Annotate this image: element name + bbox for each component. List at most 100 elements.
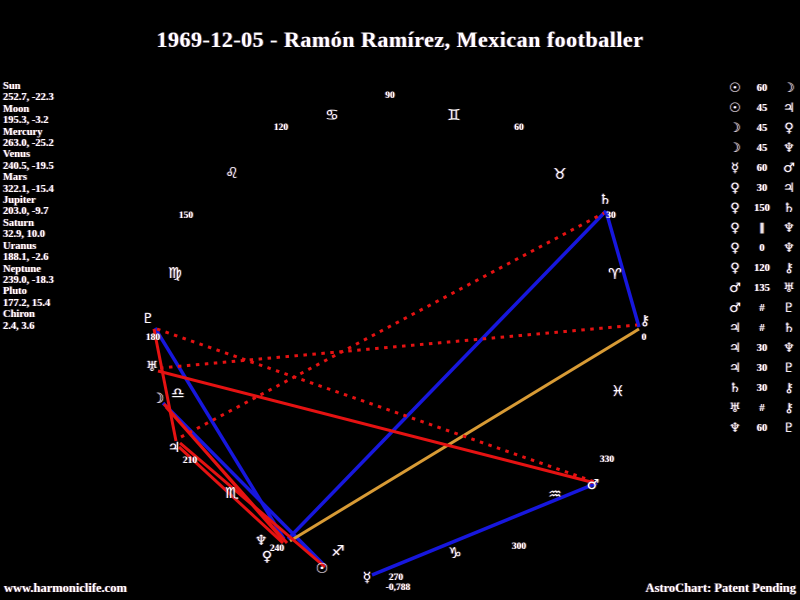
venus-glyph-icon: ♀	[730, 180, 740, 196]
chart-extra-value: -0,788	[385, 583, 411, 593]
chiron-glyph-icon: ⚷	[784, 260, 794, 276]
neptune-glyph-icon: ♆	[783, 220, 795, 236]
axis-degree-label: 0	[641, 333, 647, 343]
aspect-type: #	[759, 322, 765, 334]
axis-degree-label: 150	[178, 211, 194, 221]
jupiter-glyph-icon: ♃	[783, 100, 795, 116]
chart-title: 1969-12-05 - Ramón Ramírez, Mexican foot…	[156, 27, 644, 52]
axis-degree-label: 240	[269, 544, 285, 554]
planet-position: 195.3, -3.2	[3, 115, 49, 127]
mercury-planet-icon: ☿	[362, 570, 372, 586]
aspect-row: ♀ 150 ♄	[726, 198, 798, 218]
aspect-row: ♀ ∥ ♆	[726, 218, 798, 238]
aspect-row: ♀ 0 ♆	[726, 238, 798, 258]
aspect-line-jupiter-saturn-cp	[180, 211, 605, 439]
aspect-line-pluto-mars-cp	[156, 327, 596, 484]
aspect-type: 60	[756, 422, 768, 434]
mars-glyph-icon: ♂	[729, 300, 741, 316]
aspect-row: ♃ 30 ♆	[726, 338, 798, 358]
aspect-row: ♂ # ♇	[726, 298, 798, 318]
aspect-row: ♃ # ♄	[726, 318, 798, 338]
axis-degree-label: 30	[606, 211, 616, 221]
aspect-type: 60	[756, 82, 768, 94]
aspect-row: ☽ 45 ♆	[726, 138, 798, 158]
aspect-type: 135	[754, 282, 770, 294]
moon-glyph-icon: ☽	[729, 140, 741, 156]
mars-glyph-icon: ♂	[729, 280, 741, 296]
aspect-row: ☿ 60 ♂	[726, 158, 798, 178]
aspect-line-moon-sun-60	[161, 401, 327, 568]
aspect-list: ☉ 60 ☽ ☉ 45 ♃ ☽ 45 ♀ ☽ 45 ♆ ☿ 60 ♂ ♀ 30 ♃ ♀ 150 ♄ ♀ ∥ ♆ ♀ 0 ♆ ♀ 120 ⚷…	[726, 78, 798, 438]
venus-glyph-icon: ♀	[730, 240, 740, 256]
planet-position: 188.1, -2.6	[3, 252, 49, 264]
axis-degree-label: 60	[514, 123, 524, 133]
aspect-line-mercury-mars-60	[371, 481, 598, 577]
planet-name: Mars	[3, 172, 27, 184]
aspect-type: 30	[756, 342, 768, 354]
aspect-row: ♀ 30 ♃	[726, 178, 798, 198]
mars-planet-icon: ♂	[586, 477, 600, 493]
aspect-row: ♅ # ⚷	[726, 398, 798, 418]
patent-notice: AstroChart: Patent Pending	[645, 581, 796, 595]
leo-sign-icon: ♌	[225, 164, 239, 182]
neptune-glyph-icon: ♆	[783, 340, 795, 356]
aspect-type: 30	[756, 182, 768, 194]
cancer-sign-icon: ♋	[325, 106, 339, 124]
axis-degree-label: 180	[145, 333, 161, 343]
venus-glyph-icon: ♀	[730, 260, 740, 276]
jupiter-glyph-icon: ♃	[729, 320, 741, 336]
aspect-line-sun-jupiter-45	[179, 441, 326, 569]
uranus-glyph-icon: ♅	[783, 280, 795, 296]
planet-name: Neptune	[3, 263, 41, 275]
planet-name: Chiron	[3, 309, 35, 321]
planet-position: 252.7, -22.3	[3, 92, 54, 104]
jupiter-glyph-icon: ♃	[729, 340, 741, 356]
jupiter-planet-icon: ♃	[167, 440, 181, 456]
saturn-glyph-icon: ♄	[783, 200, 795, 216]
aspect-type: 150	[754, 202, 770, 214]
neptune-glyph-icon: ♆	[729, 420, 741, 436]
sun-glyph-icon: ☉	[729, 100, 741, 116]
planet-name: Venus	[3, 149, 31, 161]
aspect-line-saturn-chiron-30	[604, 210, 641, 328]
aspect-type: ∥	[759, 223, 765, 234]
planet-name: Moon	[3, 103, 30, 115]
planet-position: 203.0, -9.7	[3, 206, 49, 218]
mars-glyph-icon: ♂	[783, 160, 795, 176]
aspect-line-saturn-venus-150	[286, 209, 608, 541]
aspect-type: 0	[759, 242, 765, 254]
uranus-planet-icon: ♅	[145, 359, 159, 375]
planet-position: 240.5, -19.5	[3, 160, 54, 172]
aspect-row: ♂ 135 ♅	[726, 278, 798, 298]
saturn-glyph-icon: ♄	[783, 320, 795, 336]
planet-position: 263.0, -25.2	[3, 138, 54, 150]
saturn-glyph-icon: ♄	[729, 380, 741, 396]
sun-glyph-icon: ☉	[729, 80, 741, 96]
taurus-sign-icon: ♉	[553, 165, 567, 183]
aspect-row: ☉ 45 ♃	[726, 98, 798, 118]
axis-degree-label: 120	[273, 123, 289, 133]
chiron-planet-icon: ⚷	[639, 313, 651, 329]
planet-position: 2.4, 3.6	[3, 320, 35, 332]
axis-degree-label: 330	[599, 455, 615, 465]
uranus-glyph-icon: ♅	[729, 400, 741, 416]
aspect-type: 120	[754, 262, 770, 274]
sun-planet-icon: ☉	[315, 561, 329, 577]
planet-position: 177.2, 15.4	[3, 297, 51, 309]
sagittarius-sign-icon: ♐	[331, 542, 345, 560]
aspect-line-uranus-chiron-cp	[159, 323, 638, 370]
aspect-line-moon-neptune-45	[164, 406, 289, 544]
mercury-glyph-icon: ☿	[731, 160, 739, 176]
aspect-row: ☉ 60 ☽	[726, 78, 798, 98]
aspect-row: ♆ 60 ♇	[726, 418, 798, 438]
aspect-line-jupiter-pluto-30	[152, 328, 178, 442]
pluto-planet-icon: ♇	[141, 311, 155, 327]
axis-degree-label: 90	[385, 91, 395, 101]
aspect-type: 45	[756, 102, 768, 114]
venus-glyph-icon: ♀	[730, 220, 740, 236]
planet-name: Saturn	[3, 217, 34, 229]
planet-position: 322.1, -15.4	[3, 183, 54, 195]
aspect-type: #	[759, 302, 765, 314]
